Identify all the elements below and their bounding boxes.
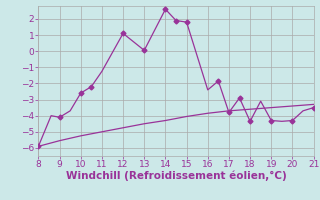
X-axis label: Windchill (Refroidissement éolien,°C): Windchill (Refroidissement éolien,°C) (66, 171, 286, 181)
